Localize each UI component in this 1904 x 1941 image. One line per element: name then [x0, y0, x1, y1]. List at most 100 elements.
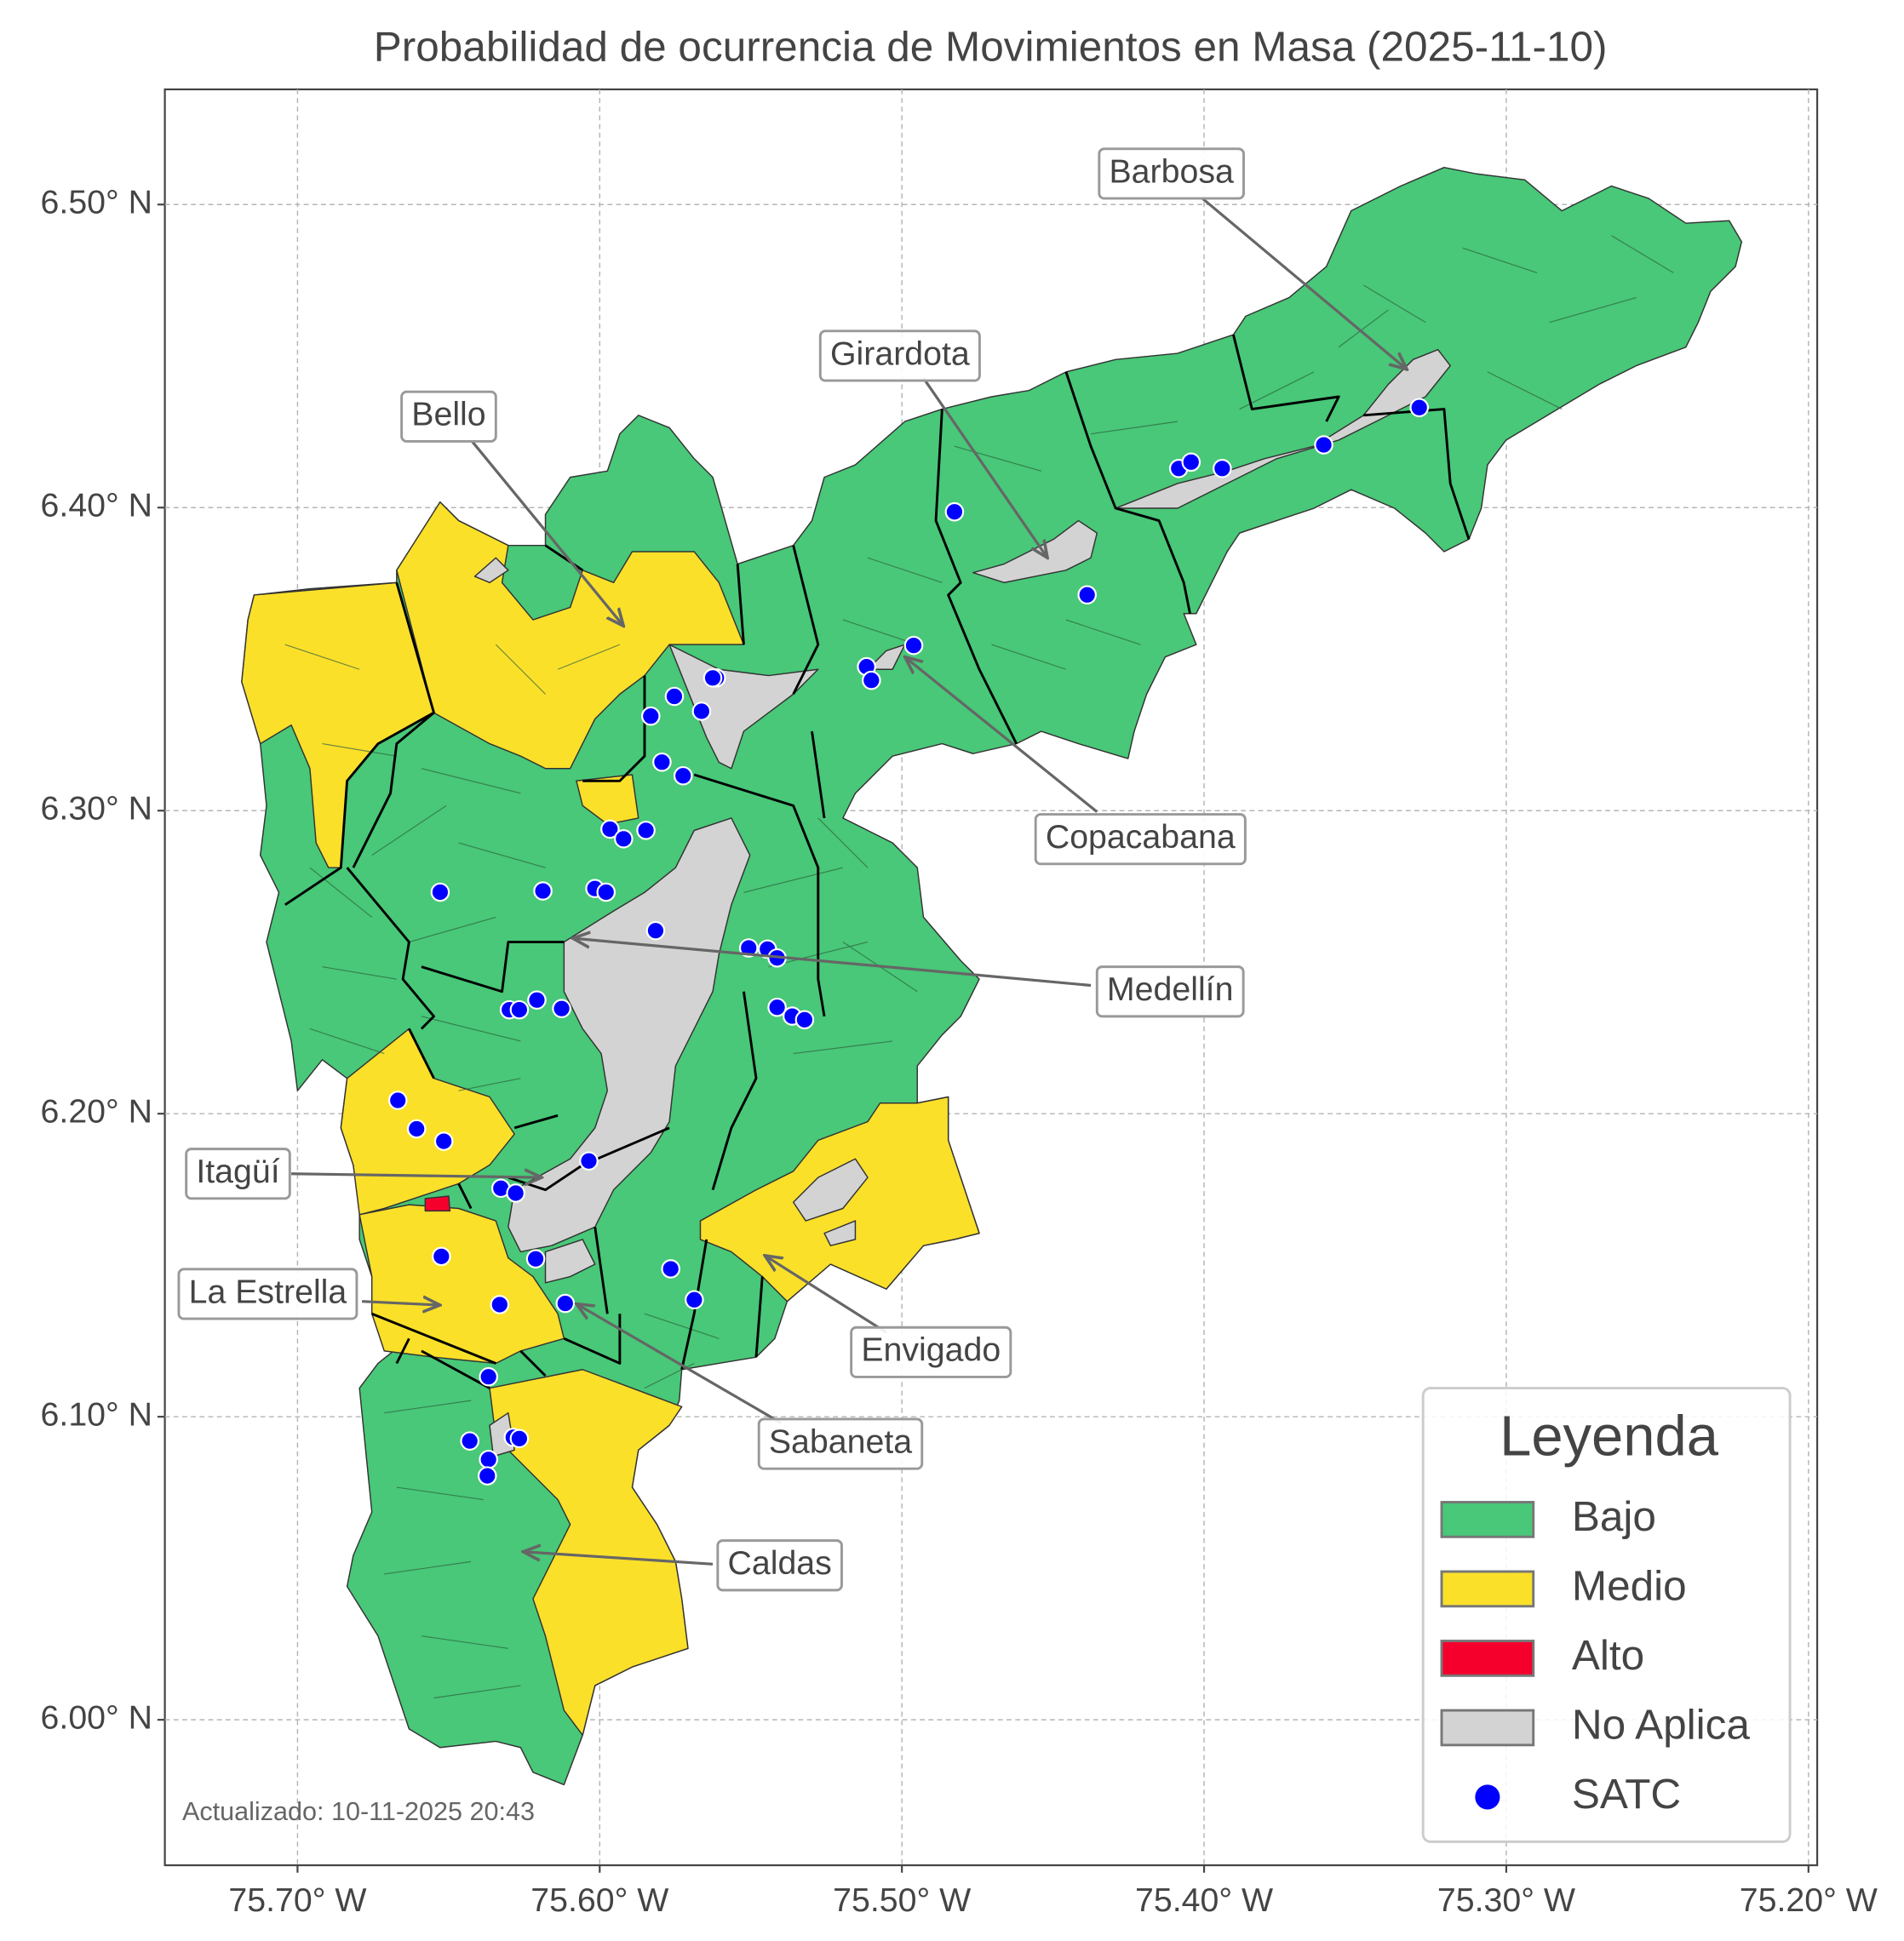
x-tick-label: 75.40° W — [1135, 1881, 1273, 1919]
annotation-label: Caldas — [727, 1544, 831, 1582]
satc-points — [387, 398, 1430, 1486]
satc-point — [645, 920, 666, 941]
satc-point — [533, 881, 553, 901]
annotation-label: Sabaneta — [769, 1423, 912, 1460]
satc-point — [767, 997, 787, 1017]
region-no-aplica — [823, 1220, 857, 1246]
x-tick-label: 75.70° W — [228, 1881, 366, 1919]
annotations: Barbosa Girardota Bello Copacabana Medellín I… — [177, 147, 1407, 1592]
satc-point — [794, 1010, 815, 1030]
annotation-box — [1098, 147, 1245, 200]
x-tick-label: 75.30° W — [1437, 1881, 1575, 1919]
annotation-arrow — [765, 1256, 887, 1334]
legend: Leyenda Bajo Medio Alto No Aplica SATC — [1421, 1387, 1792, 1843]
y-tick-label: 6.00° N — [41, 1699, 153, 1737]
annotation-arrow — [361, 1302, 440, 1305]
annotation-label: Itagüí — [196, 1153, 279, 1190]
region-medio — [489, 1369, 689, 1736]
satc-point — [477, 1466, 497, 1486]
legend-swatch — [1440, 1501, 1535, 1538]
satc-point — [490, 1295, 510, 1314]
region-no-aplica — [792, 1158, 869, 1222]
satc-point — [685, 1290, 704, 1310]
legend-swatch — [1440, 1570, 1535, 1608]
x-tick-label: 75.60° W — [530, 1881, 668, 1919]
satc-point — [944, 501, 965, 522]
satc-point — [664, 686, 685, 707]
x-tick-label: 75.50° W — [833, 1881, 971, 1919]
satc-point — [640, 706, 661, 726]
satc-point — [1213, 459, 1232, 478]
region-no-aplica — [473, 557, 509, 584]
legend-label: Medio — [1572, 1562, 1687, 1609]
annotation-box — [716, 1539, 843, 1592]
legend-title: Leyenda — [1500, 1404, 1719, 1468]
y-tick-label: 6.50° N — [41, 184, 153, 221]
annotation-label: Envigado — [861, 1331, 1001, 1369]
satc-point — [509, 1429, 530, 1449]
annotation-label: Copacabana — [1046, 818, 1236, 856]
annotation-box — [1034, 813, 1247, 866]
satc-point — [614, 829, 634, 849]
satc-point — [1181, 452, 1201, 472]
region-no-aplica — [544, 1239, 596, 1284]
y-tick-label: 6.20° N — [41, 1093, 153, 1131]
annotation-arrow — [523, 1552, 714, 1566]
y-tick-label: 6.40° N — [41, 487, 153, 524]
satc-point — [661, 1259, 680, 1279]
region-no-aplica — [1115, 348, 1451, 509]
satc-point — [673, 765, 693, 786]
annotation-box — [400, 390, 497, 443]
satc-point — [579, 1151, 599, 1171]
satc-point — [430, 882, 450, 902]
region-medio — [576, 774, 639, 825]
satc-point — [479, 1450, 498, 1469]
annotation-box — [818, 329, 981, 382]
satc-point — [691, 701, 712, 721]
satc-point — [596, 882, 617, 902]
satc-point — [552, 999, 571, 1018]
map-title: Probabilidad de ocurrencia de Movimiento… — [374, 23, 1608, 70]
annotation-arrow — [573, 938, 1092, 988]
annotation-box — [757, 1417, 924, 1470]
satc-point — [738, 938, 759, 958]
satc-point — [460, 1431, 479, 1451]
axis-ticks: 75.70° W 75.60° W 75.50° W 75.40° W 75.30° W… — [41, 184, 1878, 1919]
satc-point — [703, 668, 723, 688]
region-alto — [424, 1195, 451, 1212]
regions — [241, 166, 1743, 1786]
satc-point — [600, 819, 620, 839]
satc-point — [1409, 398, 1430, 418]
satc-point — [652, 752, 672, 772]
municipal-borders — [284, 334, 1471, 1389]
annotation-arrow — [469, 438, 623, 626]
annotation-label: Medellín — [1107, 970, 1234, 1008]
annotation-box — [177, 1268, 358, 1320]
legend-swatch — [1440, 1640, 1535, 1677]
legend-label: No Aplica — [1572, 1702, 1751, 1749]
satc-point — [862, 670, 881, 690]
legend-label: Alto — [1572, 1632, 1644, 1679]
satc-point — [387, 1091, 408, 1110]
annotation-arrow — [922, 377, 1048, 558]
satc-point — [432, 1246, 451, 1267]
satc-point — [1077, 585, 1097, 605]
satc-point — [527, 990, 547, 1010]
region-bajo — [241, 166, 1743, 1786]
satc-point — [525, 1249, 546, 1268]
satc-point — [636, 821, 656, 840]
satc-point — [433, 1131, 454, 1151]
legend-label: Bajo — [1572, 1493, 1656, 1540]
legend-marker — [1475, 1784, 1500, 1810]
annotation-label: La Estrella — [189, 1273, 347, 1310]
legend-swatch — [1440, 1709, 1535, 1747]
vereda-lines — [284, 235, 1674, 1699]
satc-point — [479, 1366, 498, 1387]
y-tick-label: 6.10° N — [41, 1396, 153, 1434]
satc-point — [1314, 435, 1333, 455]
annotation-label: Bello — [411, 396, 485, 433]
satc-point — [509, 999, 530, 1020]
legend-label: SATC — [1572, 1771, 1681, 1818]
